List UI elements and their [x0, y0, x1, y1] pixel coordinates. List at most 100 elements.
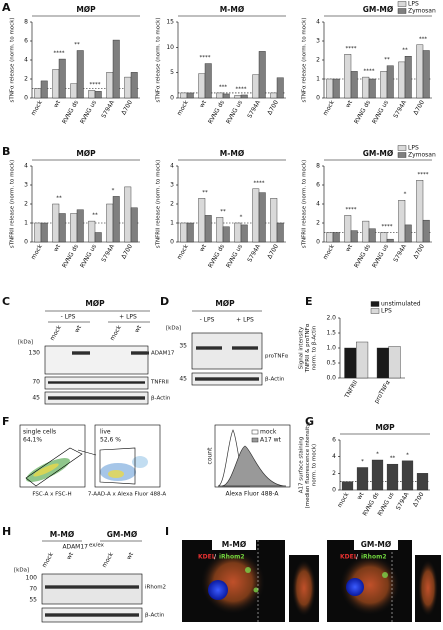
- panel-label: D: [160, 295, 169, 308]
- y-tick-label: 15: [166, 19, 174, 26]
- bar: [198, 73, 206, 99]
- x-tick-label: RVNG us: [371, 243, 390, 269]
- y-tick-label: 6: [332, 437, 336, 444]
- bar: [380, 232, 388, 243]
- x-tick-label: RVNG us: [371, 99, 390, 125]
- x-tick-label: mock: [30, 243, 44, 261]
- legend-label: LPS: [408, 145, 419, 152]
- x-tick-label: RVNG us: [225, 99, 244, 125]
- legend-swatch: [370, 301, 380, 307]
- y-tick-label: 1: [24, 220, 28, 227]
- y-tick-label: 0: [24, 239, 28, 246]
- bar: [422, 50, 430, 99]
- y-tick-label: 3: [170, 182, 174, 189]
- y-axis-label: Signal intensity: [299, 326, 305, 369]
- condition: + LPS: [236, 317, 254, 324]
- legend-swatch: [397, 152, 407, 158]
- flow-cloud: [108, 470, 124, 478]
- marker: 45: [32, 395, 40, 402]
- x-tick-label: wt: [198, 243, 208, 253]
- bar: [398, 199, 406, 243]
- bar: [222, 93, 230, 99]
- y-tick-label: 1: [170, 220, 174, 227]
- y-tick-label: 3: [24, 182, 28, 189]
- bar: [130, 207, 138, 243]
- histogram-curve: [221, 445, 287, 487]
- significance: *: [406, 452, 409, 458]
- band-label: β-Actin: [265, 377, 285, 383]
- stain-label: KDEL: [198, 554, 216, 561]
- cell: [340, 555, 400, 615]
- bar: [252, 74, 260, 99]
- marker: 130: [29, 350, 41, 357]
- y-tick-label: 5: [170, 69, 174, 76]
- legend-swatch: [251, 437, 259, 443]
- bar: [216, 217, 224, 243]
- bar: [344, 215, 352, 243]
- legend-label: Zymosan: [408, 152, 436, 159]
- band: [72, 351, 90, 355]
- bar: [388, 346, 401, 379]
- x-tick-label: S794A: [395, 490, 411, 511]
- bar: [368, 78, 376, 99]
- axis-label: 7-AAD-A x Alexa Fluor 488-A: [88, 492, 167, 498]
- x-tick-label: Δ700: [266, 243, 280, 260]
- x-tick-label: S794A: [100, 98, 116, 119]
- bar: [58, 58, 66, 99]
- y-axis-label: sTNFα release (norm. to mock): [10, 17, 16, 102]
- panel-label: G: [305, 415, 314, 428]
- y-tick-label: 4: [170, 163, 174, 170]
- bar: [234, 222, 242, 243]
- gate-label: 52,6 %: [100, 437, 121, 444]
- significance: *: [404, 192, 407, 198]
- x-tick-label: wt: [52, 243, 62, 253]
- bar: [344, 347, 357, 379]
- lane-label: mock: [101, 551, 115, 569]
- marker: 100: [26, 575, 38, 582]
- lane-label: mock: [109, 324, 123, 342]
- chart-title: M-MØ: [220, 149, 245, 158]
- lane-label: wt: [125, 551, 135, 561]
- significance: **: [92, 213, 98, 219]
- significance: ****: [254, 180, 265, 186]
- x-tick-label: wt: [198, 99, 208, 109]
- blot-title: MØP: [215, 299, 235, 308]
- bar: [350, 71, 358, 99]
- x-tick-label: TNFRII: [343, 379, 359, 400]
- x-tick-label: RVNG us: [79, 99, 98, 125]
- y-axis-label: sTNFα release (norm. to mock): [302, 17, 308, 102]
- stain-label: iRhom2: [219, 554, 245, 561]
- panel-label: H: [2, 525, 11, 538]
- y-axis-label: norm. to mock): [312, 444, 318, 486]
- bar: [258, 51, 266, 99]
- x-tick-label: RVNG ds: [207, 243, 226, 269]
- lane-label: wt: [65, 551, 75, 561]
- unit: [kDa]: [18, 340, 33, 346]
- blot: [191, 332, 263, 370]
- panel-label: A: [2, 1, 11, 14]
- band: [45, 585, 139, 589]
- axis-label: Alexa Fluor 488-A: [225, 491, 279, 498]
- lane-label: wt: [73, 324, 83, 334]
- bar: [398, 61, 406, 99]
- legend-swatch: [251, 429, 259, 435]
- chart-title: GM-MØ: [363, 5, 394, 14]
- bar: [52, 69, 60, 99]
- bar: [356, 341, 369, 379]
- group-label: M-MØ: [50, 530, 75, 539]
- band: [195, 377, 259, 381]
- marker: 70: [32, 379, 40, 386]
- significance: ****: [236, 86, 247, 92]
- significance: ****: [418, 172, 429, 178]
- bar: [130, 72, 138, 99]
- legend-swatch: [397, 145, 407, 151]
- significance: **: [220, 209, 226, 215]
- x-tick-label: mock: [176, 99, 190, 117]
- chart-title: GM-MØ: [363, 149, 394, 158]
- bar: [88, 220, 96, 243]
- bar: [180, 92, 188, 99]
- cell: [418, 560, 438, 616]
- group-label: GM-MØ: [107, 530, 138, 539]
- x-tick-label: mock: [322, 243, 336, 261]
- stain-separator: /: [356, 554, 359, 561]
